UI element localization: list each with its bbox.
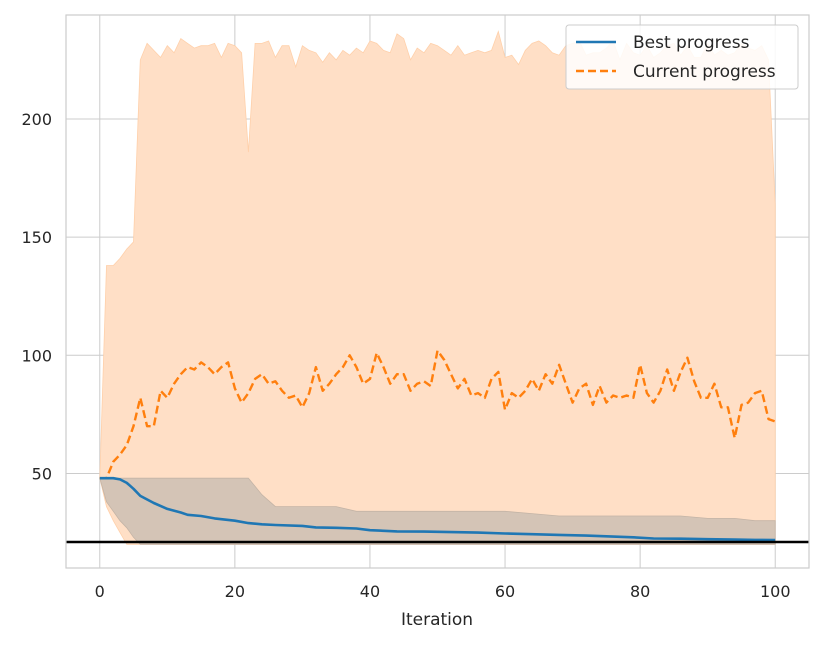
x-tick-label: 100 [760,582,791,601]
y-tick-label: 150 [21,228,52,247]
legend-box [565,24,799,90]
x-tick-labels: 0 20 40 60 80 100 [95,582,791,601]
x-tick-label: 0 [95,582,105,601]
series-lines [99,349,776,542]
y-tick-label: 50 [32,464,52,483]
current-progress-band [99,30,776,545]
x-tick-label: 20 [225,582,245,601]
best-progress-band [99,477,776,545]
best-progress-line [99,476,776,542]
x-tick-label: 40 [360,582,380,601]
confidence-bands [99,30,776,545]
legend-label-best-progress: Best progress [633,33,750,53]
x-tick-label: 60 [495,582,515,601]
plot-frame [65,14,810,569]
legend-label-current-progress: Current progress [633,62,776,82]
y-tick-labels: 50 100 150 200 [21,110,52,483]
current-progress-line [99,349,776,480]
legend: Best progress Current progress [565,24,799,90]
y-tick-label: 200 [21,110,52,129]
x-tick-label: 80 [630,582,650,601]
x-axis-label: Iteration [401,610,473,630]
y-tick-label: 100 [21,346,52,365]
